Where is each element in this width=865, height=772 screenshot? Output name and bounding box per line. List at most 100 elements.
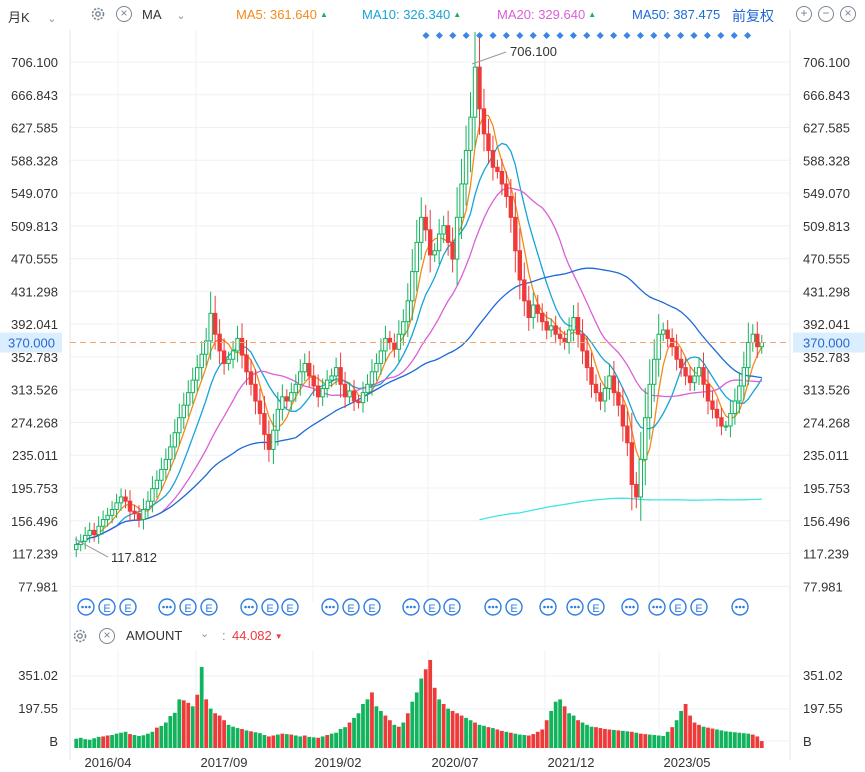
earnings-icon[interactable] (669, 598, 687, 616)
volume-bar (616, 730, 621, 748)
volume-bar (387, 720, 392, 748)
dividend-icon-dot (488, 605, 491, 609)
candle-body (141, 509, 146, 521)
volume-axis-labels: 351.02 351.02 197.55 197.55 B B (18, 668, 843, 749)
candle-body (248, 371, 254, 385)
volume-bar (405, 713, 410, 748)
earnings-icon[interactable] (443, 598, 461, 616)
candle-body (307, 362, 312, 377)
candle-body (495, 166, 500, 172)
max-leader (471, 51, 507, 65)
current-price-label-right: 370.000 (803, 336, 850, 351)
minus-icon[interactable]: − (818, 6, 834, 22)
candle-body (737, 385, 742, 402)
volume-bar (620, 730, 625, 748)
y-tick-label-right: 392.041 (803, 317, 850, 332)
volume-bar (298, 736, 303, 748)
volume-bar (549, 710, 554, 748)
volume-bar (168, 716, 173, 748)
earnings-icon[interactable] (342, 598, 360, 616)
adjust-button[interactable]: 前复权 (732, 8, 774, 24)
indicator-selector[interactable]: MA ⌄ (142, 7, 186, 22)
candle-body (311, 375, 316, 387)
y-tick-label-right: 195.753 (803, 481, 850, 496)
volume-bar (674, 720, 679, 748)
volume-bar (379, 710, 383, 748)
volume-bar (338, 729, 343, 748)
volume-tick-label-left: 351.02 (18, 668, 58, 683)
candle-body (445, 225, 451, 243)
candle-body (571, 317, 576, 331)
candle-body (74, 544, 79, 551)
plus-icon[interactable]: + (796, 6, 812, 22)
volume-indicator-label[interactable]: AMOUNT (126, 628, 183, 643)
ma50-readout: MA50: 387.475 (632, 7, 721, 22)
volume-bar (495, 729, 500, 748)
earnings-icon[interactable] (423, 598, 441, 616)
dividend-icon-dot (738, 605, 742, 609)
candle-body (526, 300, 531, 319)
x-tick-label: 2020/07 (432, 755, 479, 770)
event-marker (569, 31, 577, 40)
earnings-icon[interactable] (119, 598, 137, 616)
dividend-icon-dot (742, 605, 745, 609)
volume-bar (347, 722, 352, 748)
close-icon[interactable]: × (99, 628, 115, 644)
gear-icon[interactable] (72, 628, 88, 644)
dividend-icon-dot (244, 605, 247, 609)
candle-body (454, 216, 460, 260)
earnings-icon-letter: E (428, 603, 435, 615)
current-price-tag-left (0, 332, 62, 353)
candle-body (235, 337, 240, 352)
earnings-icon[interactable] (200, 598, 218, 616)
volume-bars (74, 660, 764, 748)
earnings-icon[interactable] (98, 598, 116, 616)
earnings-icon[interactable] (179, 598, 197, 616)
earnings-icon[interactable] (505, 598, 523, 616)
candle-body (719, 417, 724, 427)
event-marker (596, 31, 604, 40)
y-tick-label-right: 627.585 (803, 121, 850, 136)
earnings-icon[interactable] (281, 598, 299, 616)
candle-body (320, 387, 325, 398)
period-selector[interactable]: 月K ⌄ (8, 7, 57, 26)
volume-bar (567, 713, 571, 748)
volume-bar (629, 731, 634, 748)
candle-body (275, 408, 281, 431)
candle-body (168, 446, 173, 460)
dividend-icon-dot (550, 605, 553, 609)
volume-bar (280, 733, 285, 748)
earnings-icon[interactable] (261, 598, 279, 616)
volume-bar (746, 733, 751, 748)
volume-bar (732, 732, 737, 748)
candle-body (230, 350, 236, 360)
candle-body (280, 396, 285, 410)
close-icon[interactable]: × (116, 6, 132, 22)
candle-body (195, 367, 200, 381)
chevron-down-icon[interactable]: ⌄ (200, 628, 210, 640)
volume-bar (105, 735, 110, 748)
earnings-icon[interactable] (587, 598, 605, 616)
candle-body (123, 496, 128, 502)
candle-body (226, 358, 231, 364)
candle-body (302, 362, 307, 373)
close-icon[interactable]: × (840, 6, 856, 22)
event-marker (583, 31, 591, 40)
candle-body (253, 383, 258, 402)
volume-bar (446, 708, 451, 748)
y-tick-label-right: 77.981 (803, 579, 843, 594)
candle-body (91, 529, 97, 536)
earnings-icon[interactable] (363, 598, 381, 616)
candle-body (616, 392, 621, 406)
earnings-icon[interactable] (690, 598, 708, 616)
earnings-icon-letter: E (205, 603, 212, 615)
volume-bar (580, 722, 585, 748)
volume-bar (755, 736, 760, 748)
dividend-icon-dot (655, 605, 659, 609)
volume-tick-label-left: B (49, 734, 58, 749)
gear-icon[interactable] (90, 6, 106, 22)
candle-body (692, 375, 697, 384)
earnings-icon-letter: E (592, 603, 599, 615)
